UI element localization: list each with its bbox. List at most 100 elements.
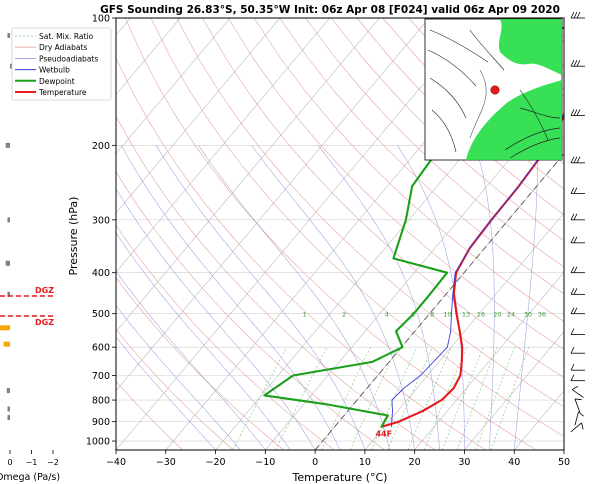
- x-tick-label: −10: [255, 457, 275, 468]
- isotherm-line: [563, 449, 564, 450]
- inset-map: [424, 18, 563, 161]
- y-tick-label: 800: [92, 396, 110, 407]
- omega-bar: [3, 341, 10, 347]
- map-coastline: [469, 69, 487, 139]
- pseudoadiabat: [116, 188, 316, 450]
- wind-barb: [570, 422, 584, 433]
- omega-bar: [6, 388, 10, 394]
- dry-adiabat: [116, 329, 234, 450]
- mixing-ratio-label: 8: [430, 311, 434, 319]
- pseudoadiabat: [513, 145, 538, 450]
- legend-label: Pseudoadiabats: [39, 54, 98, 63]
- isotherm-line: [116, 18, 181, 95]
- x-tick-label: 10: [359, 457, 371, 468]
- wind-barb: [570, 156, 585, 164]
- omega-bar: [7, 33, 10, 39]
- x-tick-label: −30: [156, 457, 176, 468]
- series-wetbulb: [390, 110, 564, 428]
- mixing-ratio-line: [349, 347, 398, 450]
- y-tick-label: 700: [92, 371, 110, 382]
- wind-barb: [570, 374, 585, 382]
- dry-adiabat: [150, 18, 564, 437]
- wind-barb: [571, 386, 584, 398]
- wind-barb: [570, 364, 585, 371]
- dry-adiabat: [253, 18, 564, 322]
- mixing-ratio-label: 1: [303, 311, 307, 319]
- isotherm-line: [414, 271, 564, 450]
- omega-bar: [0, 325, 10, 331]
- mixing-ratio-label: 30: [524, 311, 532, 319]
- dry-adiabat: [279, 18, 564, 295]
- legend: Sat. Mix. Ratio Dry Adiabats Pseudoadiabat…: [11, 27, 112, 101]
- zero-c-isotherm: [314, 153, 564, 450]
- y-tick-label: 300: [92, 215, 110, 226]
- pseudoadiabat: [120, 145, 341, 450]
- omega-bar: [7, 291, 10, 297]
- x-tick-label: −20: [206, 457, 226, 468]
- isotherm-line: [116, 18, 480, 450]
- pseudoadiabat: [116, 270, 266, 450]
- wind-barb: [570, 60, 585, 67]
- dry-adiabat: [116, 171, 385, 450]
- omega-bar: [7, 406, 10, 412]
- isotherm-line: [116, 18, 280, 214]
- mixing-ratio-labels: 1 2 4 6 8 10 13 16 20 24 30 36: [303, 311, 546, 319]
- wind-barb: [574, 411, 584, 426]
- wind-barb: [570, 347, 585, 354]
- legend-label: Sat. Mix. Ratio: [39, 32, 93, 41]
- omega-bar: [5, 142, 10, 148]
- dry-adiabat: [176, 18, 564, 408]
- x-tick-label: 50: [558, 457, 570, 468]
- dry-adiabats: [116, 18, 564, 450]
- mixing-ratio-label: 16: [477, 311, 485, 319]
- omega-bar: [7, 217, 10, 223]
- isotherm-line: [116, 18, 380, 332]
- mixing-ratio-label: 4: [385, 311, 389, 319]
- dry-adiabat: [356, 18, 564, 216]
- wind-barb: [570, 213, 585, 221]
- isotherm-line: [364, 212, 564, 450]
- wind-barb: [570, 307, 585, 315]
- chart-title: GFS Sounding 26.83°S, 50.35°W Init: 06z …: [100, 4, 560, 16]
- map-isobars: [504, 107, 561, 159]
- precip-area-south: [466, 80, 562, 160]
- pseudoadiabat: [155, 145, 366, 450]
- omega-bar: [5, 260, 10, 266]
- temperature-axis: −40 −30 −20 −10 0 10 20 30 40 50: [106, 450, 570, 468]
- pseudoadiabat: [475, 145, 495, 450]
- x-tick-label: 20: [409, 457, 421, 468]
- mixing-ratio-line: [370, 347, 418, 450]
- mixing-ratio-line: [321, 347, 371, 450]
- pseudoadiabat: [116, 336, 216, 450]
- y-tick-label: 1000: [86, 437, 110, 448]
- dry-adiabat: [116, 57, 486, 450]
- omega-panel: DGZ DGZ 0 −1 −2 Omega (Pa/s): [0, 33, 60, 483]
- isotherm-line: [464, 331, 564, 450]
- legend-label: Dewpoint: [39, 77, 75, 86]
- wind-barb: [570, 109, 585, 116]
- mixing-ratio-label: 13: [462, 311, 470, 319]
- y-tick-label: 100: [92, 14, 110, 25]
- mixing-ratio-label: 2: [342, 311, 346, 319]
- mixing-ratio-lines: [232, 347, 530, 450]
- x-tick-label: 0: [312, 457, 318, 468]
- mixing-ratio-line: [424, 347, 467, 450]
- y-tick-label: 400: [92, 268, 110, 279]
- isobars: [116, 18, 564, 442]
- mixing-ratio-label: 24: [507, 311, 515, 319]
- mixing-ratio-line: [407, 347, 452, 450]
- pseudoadiabat: [116, 305, 241, 450]
- map-contours: [427, 29, 549, 153]
- pseudoadiabat: [251, 145, 415, 450]
- wind-barb: [574, 398, 582, 413]
- mixing-ratio-label: 36: [538, 311, 546, 319]
- isotherm-line: [116, 18, 231, 155]
- y-tick-label: 600: [92, 343, 110, 354]
- mixing-ratio-line: [275, 347, 328, 450]
- mixing-ratio-label: 20: [493, 311, 501, 319]
- wind-barb: [570, 11, 585, 19]
- wind-barb: [570, 236, 585, 244]
- series-temperature: [380, 111, 564, 428]
- isotherm-line: [116, 18, 330, 273]
